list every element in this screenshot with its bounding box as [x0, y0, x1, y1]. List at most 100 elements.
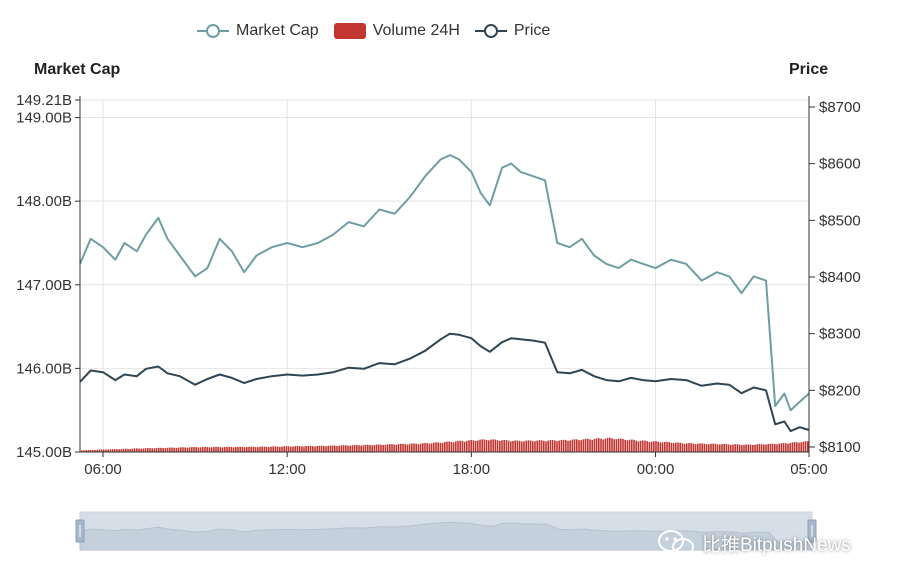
left-tick-label: 145.00B — [16, 444, 72, 461]
volume-bar — [496, 440, 499, 452]
volume-bar — [239, 446, 241, 452]
volume-bar — [96, 449, 98, 452]
volume-bar — [235, 447, 237, 452]
volume-bar — [452, 442, 455, 452]
volume-bar — [226, 446, 228, 452]
chart-legend: Market Cap Volume 24H Price — [196, 22, 550, 40]
volume-bar — [378, 444, 380, 452]
volume-bar — [384, 444, 387, 452]
volume-bar — [776, 444, 778, 452]
x-tick-label: 12:00 — [268, 461, 306, 478]
volume-bar — [567, 440, 569, 452]
volume-bar — [573, 439, 576, 452]
volume-bar — [571, 439, 574, 452]
volume-bar — [800, 442, 802, 452]
volume-bar — [413, 443, 415, 452]
volume-bar — [668, 442, 670, 452]
volume-bar — [666, 441, 668, 452]
volume-bar — [470, 440, 472, 452]
volume-bar — [283, 446, 285, 452]
legend-item-volume[interactable]: Volume 24H — [333, 22, 460, 40]
volume-bar — [329, 445, 332, 452]
volume-bar — [228, 446, 230, 452]
volume-bar — [560, 439, 563, 452]
volume-bar — [714, 443, 717, 452]
volume-bar — [422, 443, 424, 452]
volume-bar — [83, 450, 85, 452]
volume-bar — [127, 448, 129, 452]
volume-bar — [120, 448, 123, 452]
volume-bar — [138, 448, 140, 452]
volume-bar — [430, 443, 433, 452]
volume-bar — [158, 447, 160, 452]
volume-bar — [358, 445, 360, 452]
volume-bar — [250, 446, 252, 452]
volume-bar — [468, 440, 470, 452]
volume-bar — [369, 444, 371, 452]
volume-bar — [290, 446, 292, 452]
volume-bar — [545, 441, 547, 452]
legend-label-market-cap: Market Cap — [236, 22, 319, 39]
volume-bar — [536, 440, 538, 452]
volume-bar — [437, 442, 439, 452]
volume-bar — [637, 441, 640, 452]
volume-bar — [199, 447, 202, 452]
volume-bar — [719, 444, 721, 452]
volume-bar — [626, 440, 629, 452]
left-tick-label: 148.00B — [16, 193, 72, 210]
data-zoom-slider[interactable] — [75, 511, 817, 551]
volume-bar — [804, 441, 807, 452]
volume-bar — [774, 444, 776, 452]
volume-bar — [276, 446, 279, 452]
volume-bar — [303, 446, 305, 452]
volume-bar — [433, 442, 435, 452]
volume-bar — [400, 443, 402, 452]
volume-bar — [338, 445, 340, 452]
volume-bar — [534, 441, 536, 452]
volume-bar — [677, 442, 679, 452]
volume-bar — [598, 438, 600, 452]
volume-bar — [767, 444, 769, 452]
volume-bar — [527, 440, 530, 452]
volume-bar — [686, 443, 688, 452]
volume-bar — [448, 441, 450, 452]
volume-bar — [485, 440, 488, 452]
watermark: 比推BitpushNews — [656, 528, 851, 558]
volume-bar — [501, 440, 503, 452]
volume-bar — [646, 441, 648, 452]
volume-bar — [741, 445, 743, 452]
volume-bar — [160, 447, 162, 452]
volume-bar — [459, 440, 461, 452]
volume-bar — [155, 447, 158, 452]
volume-bar — [529, 440, 532, 452]
volume-bar — [628, 439, 631, 452]
volume-bar — [188, 447, 191, 452]
volume-bar — [94, 449, 96, 452]
volume-bar — [428, 443, 431, 452]
volume-bar — [683, 443, 686, 452]
volume-bar — [675, 442, 677, 452]
volume-bar — [639, 440, 642, 452]
volume-bar — [92, 449, 94, 452]
price-legend-icon — [474, 24, 507, 38]
volume-bar — [551, 440, 554, 452]
volume-bar — [149, 448, 151, 452]
volume-bar — [232, 447, 235, 452]
legend-item-market-cap[interactable]: Market Cap — [196, 22, 319, 40]
volume-bar — [404, 444, 406, 452]
volume-bar — [177, 447, 180, 452]
volume-bar — [136, 448, 138, 452]
legend-item-price[interactable]: Price — [474, 22, 550, 40]
x-tick-label: 05:00 — [790, 461, 828, 478]
volume-bar — [481, 439, 483, 452]
volume-bar — [547, 440, 549, 452]
volume-bar — [558, 440, 560, 452]
volume-bar — [246, 447, 248, 452]
volume-bar — [752, 445, 754, 452]
left-tick-label: 149.21B — [16, 92, 72, 109]
volume-bar — [650, 441, 653, 452]
volume-bar — [802, 441, 805, 452]
volume-bar — [587, 438, 589, 452]
volume-bar — [455, 441, 457, 452]
